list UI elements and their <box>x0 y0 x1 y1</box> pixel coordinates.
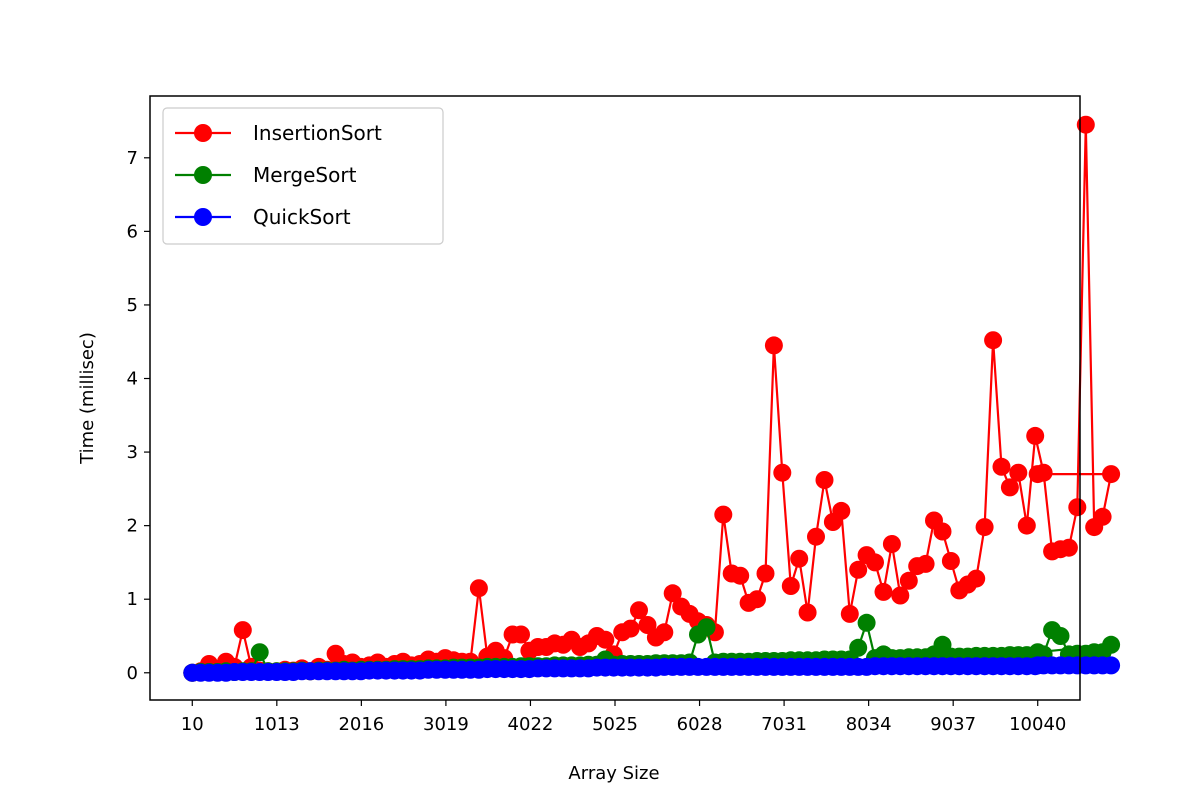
x-tick-label: 1013 <box>254 714 300 735</box>
legend-marker <box>194 208 212 226</box>
legend-item: QuickSort <box>175 205 351 229</box>
data-point <box>512 625 530 644</box>
data-point <box>731 566 750 585</box>
data-point <box>1026 426 1045 445</box>
data-point <box>916 554 935 573</box>
data-point <box>1102 465 1121 484</box>
data-point <box>764 336 783 355</box>
y-tick-label: 0 <box>127 663 138 684</box>
legend-item: MergeSort <box>175 163 357 187</box>
data-point <box>832 501 851 520</box>
data-point <box>941 552 960 570</box>
data-point <box>663 584 682 603</box>
legend: InsertionSort MergeSort QuickSort <box>162 107 444 245</box>
x-tick-label: 8034 <box>846 714 892 735</box>
x-tick-label: 5025 <box>592 714 638 735</box>
data-point <box>815 471 834 489</box>
data-point <box>967 569 986 588</box>
data-point <box>1017 516 1036 535</box>
data-point <box>807 527 825 546</box>
y-tick-label: 1 <box>127 589 138 610</box>
x-tick-label: 9037 <box>930 714 976 735</box>
data-point <box>773 463 792 482</box>
legend-label: MergeSort <box>253 163 357 187</box>
x-tick-label: 4022 <box>508 714 554 735</box>
x-tick-label: 3019 <box>423 714 469 735</box>
data-point <box>655 623 674 642</box>
legend-marker <box>194 166 212 184</box>
data-point <box>697 618 716 637</box>
legend-label: InsertionSort <box>253 121 382 145</box>
x-tick-label: 6028 <box>677 714 723 735</box>
data-point <box>899 571 918 590</box>
data-point <box>250 643 269 662</box>
legend-marker <box>194 124 212 142</box>
y-tick-label: 5 <box>127 295 138 316</box>
data-point <box>1051 627 1070 645</box>
data-point <box>233 621 252 640</box>
data-point <box>790 549 809 568</box>
data-point <box>1102 656 1121 675</box>
y-tick-label: 7 <box>127 148 138 169</box>
data-point <box>1028 465 1047 484</box>
x-tick-label: 10 <box>181 714 204 735</box>
data-point <box>1059 538 1078 557</box>
data-point <box>857 613 876 632</box>
y-tick-label: 3 <box>127 442 138 463</box>
data-point <box>748 590 766 609</box>
legend-label: QuickSort <box>253 205 351 229</box>
axes-layer: 10 1013 2016 3019 4022 5025 6028 7031 8034 9037 10… <box>127 148 1067 735</box>
data-point <box>984 331 1003 350</box>
legend-item: InsertionSort <box>175 121 382 145</box>
data-point <box>992 457 1011 476</box>
data-point <box>1102 635 1121 654</box>
data-point <box>1093 507 1112 526</box>
data-point <box>840 604 859 623</box>
y-tick-label: 6 <box>127 221 138 242</box>
x-axis-label: Array Size <box>568 763 659 784</box>
data-point <box>621 619 640 638</box>
data-point <box>798 603 817 622</box>
series-quicksort <box>183 656 1121 682</box>
data-point <box>1068 498 1087 517</box>
data-point <box>933 522 952 541</box>
data-point <box>1076 115 1095 134</box>
data-point <box>1009 463 1028 482</box>
data-point <box>630 601 648 620</box>
data-point <box>866 553 884 572</box>
x-tick-label: 10040 <box>1009 714 1066 735</box>
x-tick-label: 7031 <box>761 714 807 735</box>
y-tick-label: 2 <box>127 516 138 537</box>
data-point <box>1000 478 1019 497</box>
data-point <box>714 505 733 524</box>
data-point <box>781 577 800 595</box>
data-point <box>975 518 994 537</box>
data-point <box>882 535 901 553</box>
data-point <box>469 579 488 598</box>
data-point <box>891 586 910 605</box>
data-point <box>1028 656 1047 675</box>
legend-box <box>162 107 444 245</box>
data-point <box>849 560 868 579</box>
data-point <box>596 630 615 649</box>
data-point <box>874 582 893 601</box>
y-tick-label: 4 <box>127 369 138 390</box>
y-axis-label: Time (millisec) <box>77 332 98 465</box>
data-point <box>849 638 868 657</box>
series-layer <box>183 115 1121 682</box>
data-point <box>756 564 775 583</box>
x-tick-label: 2016 <box>338 714 384 735</box>
